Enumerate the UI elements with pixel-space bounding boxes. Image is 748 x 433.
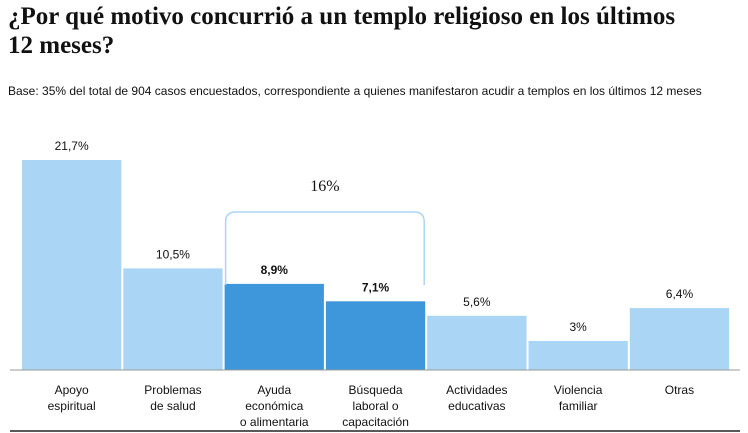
x-tick-label-line: Violencia — [554, 383, 603, 397]
x-tick-label: Otras — [665, 383, 694, 397]
x-tick-label-line: Búsqueda — [349, 383, 403, 397]
x-tick-label: Ayuda económica o alimentaria — [240, 383, 309, 429]
x-tick-label-line: de salud — [150, 399, 195, 413]
x-tick-label-line: familiar — [559, 399, 598, 413]
x-tick-label: Actividades educativas — [446, 383, 507, 413]
bar — [629, 308, 730, 370]
bar — [224, 283, 324, 370]
x-tick-label-line: Actividades — [446, 383, 507, 397]
bar — [528, 340, 628, 370]
bracket — [224, 211, 425, 285]
chart-title: ¿Por qué motivo concurrió a un templo re… — [8, 3, 676, 59]
value-label: 6,4% — [666, 287, 694, 301]
value-label: 7,1% — [362, 280, 390, 294]
x-tick-label: Apoyo espiritual — [48, 383, 96, 413]
x-tick-label-line: educativas — [448, 399, 505, 413]
value-label: 5,6% — [463, 295, 491, 309]
value-label: 3% — [569, 320, 587, 334]
bar — [123, 268, 223, 370]
x-tick-label-line: Apoyo — [55, 383, 89, 397]
x-tick-label-line: Ayuda — [257, 383, 291, 397]
x-tick-label-line: espiritual — [48, 399, 96, 413]
x-tick-label-line: Problemas — [144, 383, 201, 397]
value-label: 21,7% — [55, 139, 89, 153]
x-tick-label-line: Otras — [665, 383, 694, 397]
x-tick-label-line: capacitación — [342, 415, 409, 429]
annotation: 16% — [310, 178, 339, 195]
value-label: 8,9% — [261, 263, 289, 277]
chart-subtitle: Base: 35% del total de 904 casos encuest… — [8, 84, 702, 98]
x-tick-label: Violencia familiar — [554, 383, 603, 413]
x-tick-label-line: o alimentaria — [240, 415, 309, 429]
x-tick-label: Problemas de salud — [144, 383, 201, 413]
bar — [325, 301, 426, 370]
value-label: 10,5% — [156, 247, 190, 261]
bar — [22, 160, 122, 370]
x-tick-label-line: económica — [245, 399, 303, 413]
bar — [427, 315, 527, 370]
x-tick-label-line: laboral o — [353, 399, 399, 413]
x-tick-label: Búsqueda laboral o capacitación — [342, 383, 409, 429]
